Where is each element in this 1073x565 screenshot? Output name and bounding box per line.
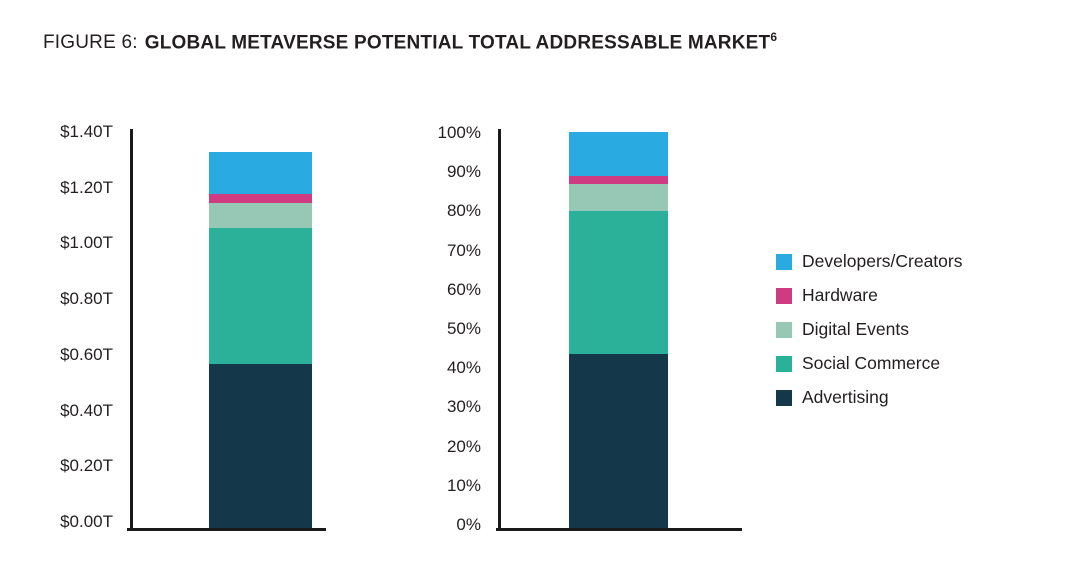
figure-title-text: GLOBAL METAVERSE POTENTIAL TOTAL ADDRESS… [144,32,771,54]
y-axis-tick-label: 40% [446,358,481,378]
bar-segment-hardware [209,194,312,203]
legend-item-developers-creators: Developers/Creators [776,251,962,272]
legend-item-hardware: Hardware [776,285,962,306]
figure-footnote-marker: 6 [770,30,778,44]
y-axis-tick-label: 10% [446,475,481,495]
y-axis-line [129,129,133,531]
bar-segment-social-commerce [209,228,312,364]
y-axis-tick-label: $1.20T [60,177,113,197]
legend-label: Advertising [802,387,889,407]
y-axis-tick-label: $0.80T [60,289,113,309]
bar-segment-advertising [569,353,668,528]
legend-label: Developers/Creators [802,251,963,271]
y-axis-tick-label: 60% [446,279,481,299]
legend-swatch-advertising [776,389,792,406]
figure-number: FIGURE 6: [43,32,138,54]
y-axis-tick-label: 0% [456,515,481,534]
bar-segment-digital-events [569,183,668,212]
legend: Developers/Creators Hardware Digital Eve… [776,251,962,421]
stacked-bar [209,132,312,528]
y-axis-tick-label: 30% [446,397,481,417]
y-axis-tick-label: 20% [446,436,481,456]
y-axis-tick-label: $0.00T [60,511,113,531]
legend-item-digital-events: Digital Events [776,319,962,340]
x-axis-line [127,528,326,531]
y-axis-tick-label: 100% [437,123,481,142]
legend-swatch-developers-creators [776,253,792,270]
y-axis-tick-label: 50% [446,319,481,338]
stacked-bar [569,132,668,528]
y-axis-tick-label: $0.40T [60,400,113,420]
legend-label: Social Commerce [802,353,941,373]
y-axis-tick-label: $0.60T [60,344,113,364]
bar-segment-developers-creators [569,132,668,176]
legend-swatch-hardware [776,287,792,304]
legend-label: Hardware [802,285,878,305]
bar-segment-developers-creators [209,151,312,195]
bar-segment-advertising [209,363,312,528]
y-axis-line [497,129,501,531]
legend-label: Digital Events [802,319,909,339]
legend-item-social-commerce: Social Commerce [776,353,962,374]
x-axis-line [496,528,742,531]
figure-title: FIGURE 6: GLOBAL METAVERSE POTENTIAL TOTA… [43,30,777,54]
legend-swatch-digital-events [776,321,792,338]
y-axis-tick-label: 90% [446,162,481,182]
y-axis-tick-label: $1.40T [60,122,113,141]
y-axis-tick-label: 80% [446,201,481,221]
y-axis-tick-label: $0.20T [60,456,113,476]
legend-item-advertising: Advertising [776,387,962,408]
bar-segment-hardware [569,175,668,184]
legend-swatch-social-commerce [776,355,792,372]
bar-segment-digital-events [209,202,312,229]
y-axis-tick-label: $1.00T [60,233,113,253]
y-axis-tick-label: 70% [446,240,481,260]
bar-segment-social-commerce [569,211,668,354]
